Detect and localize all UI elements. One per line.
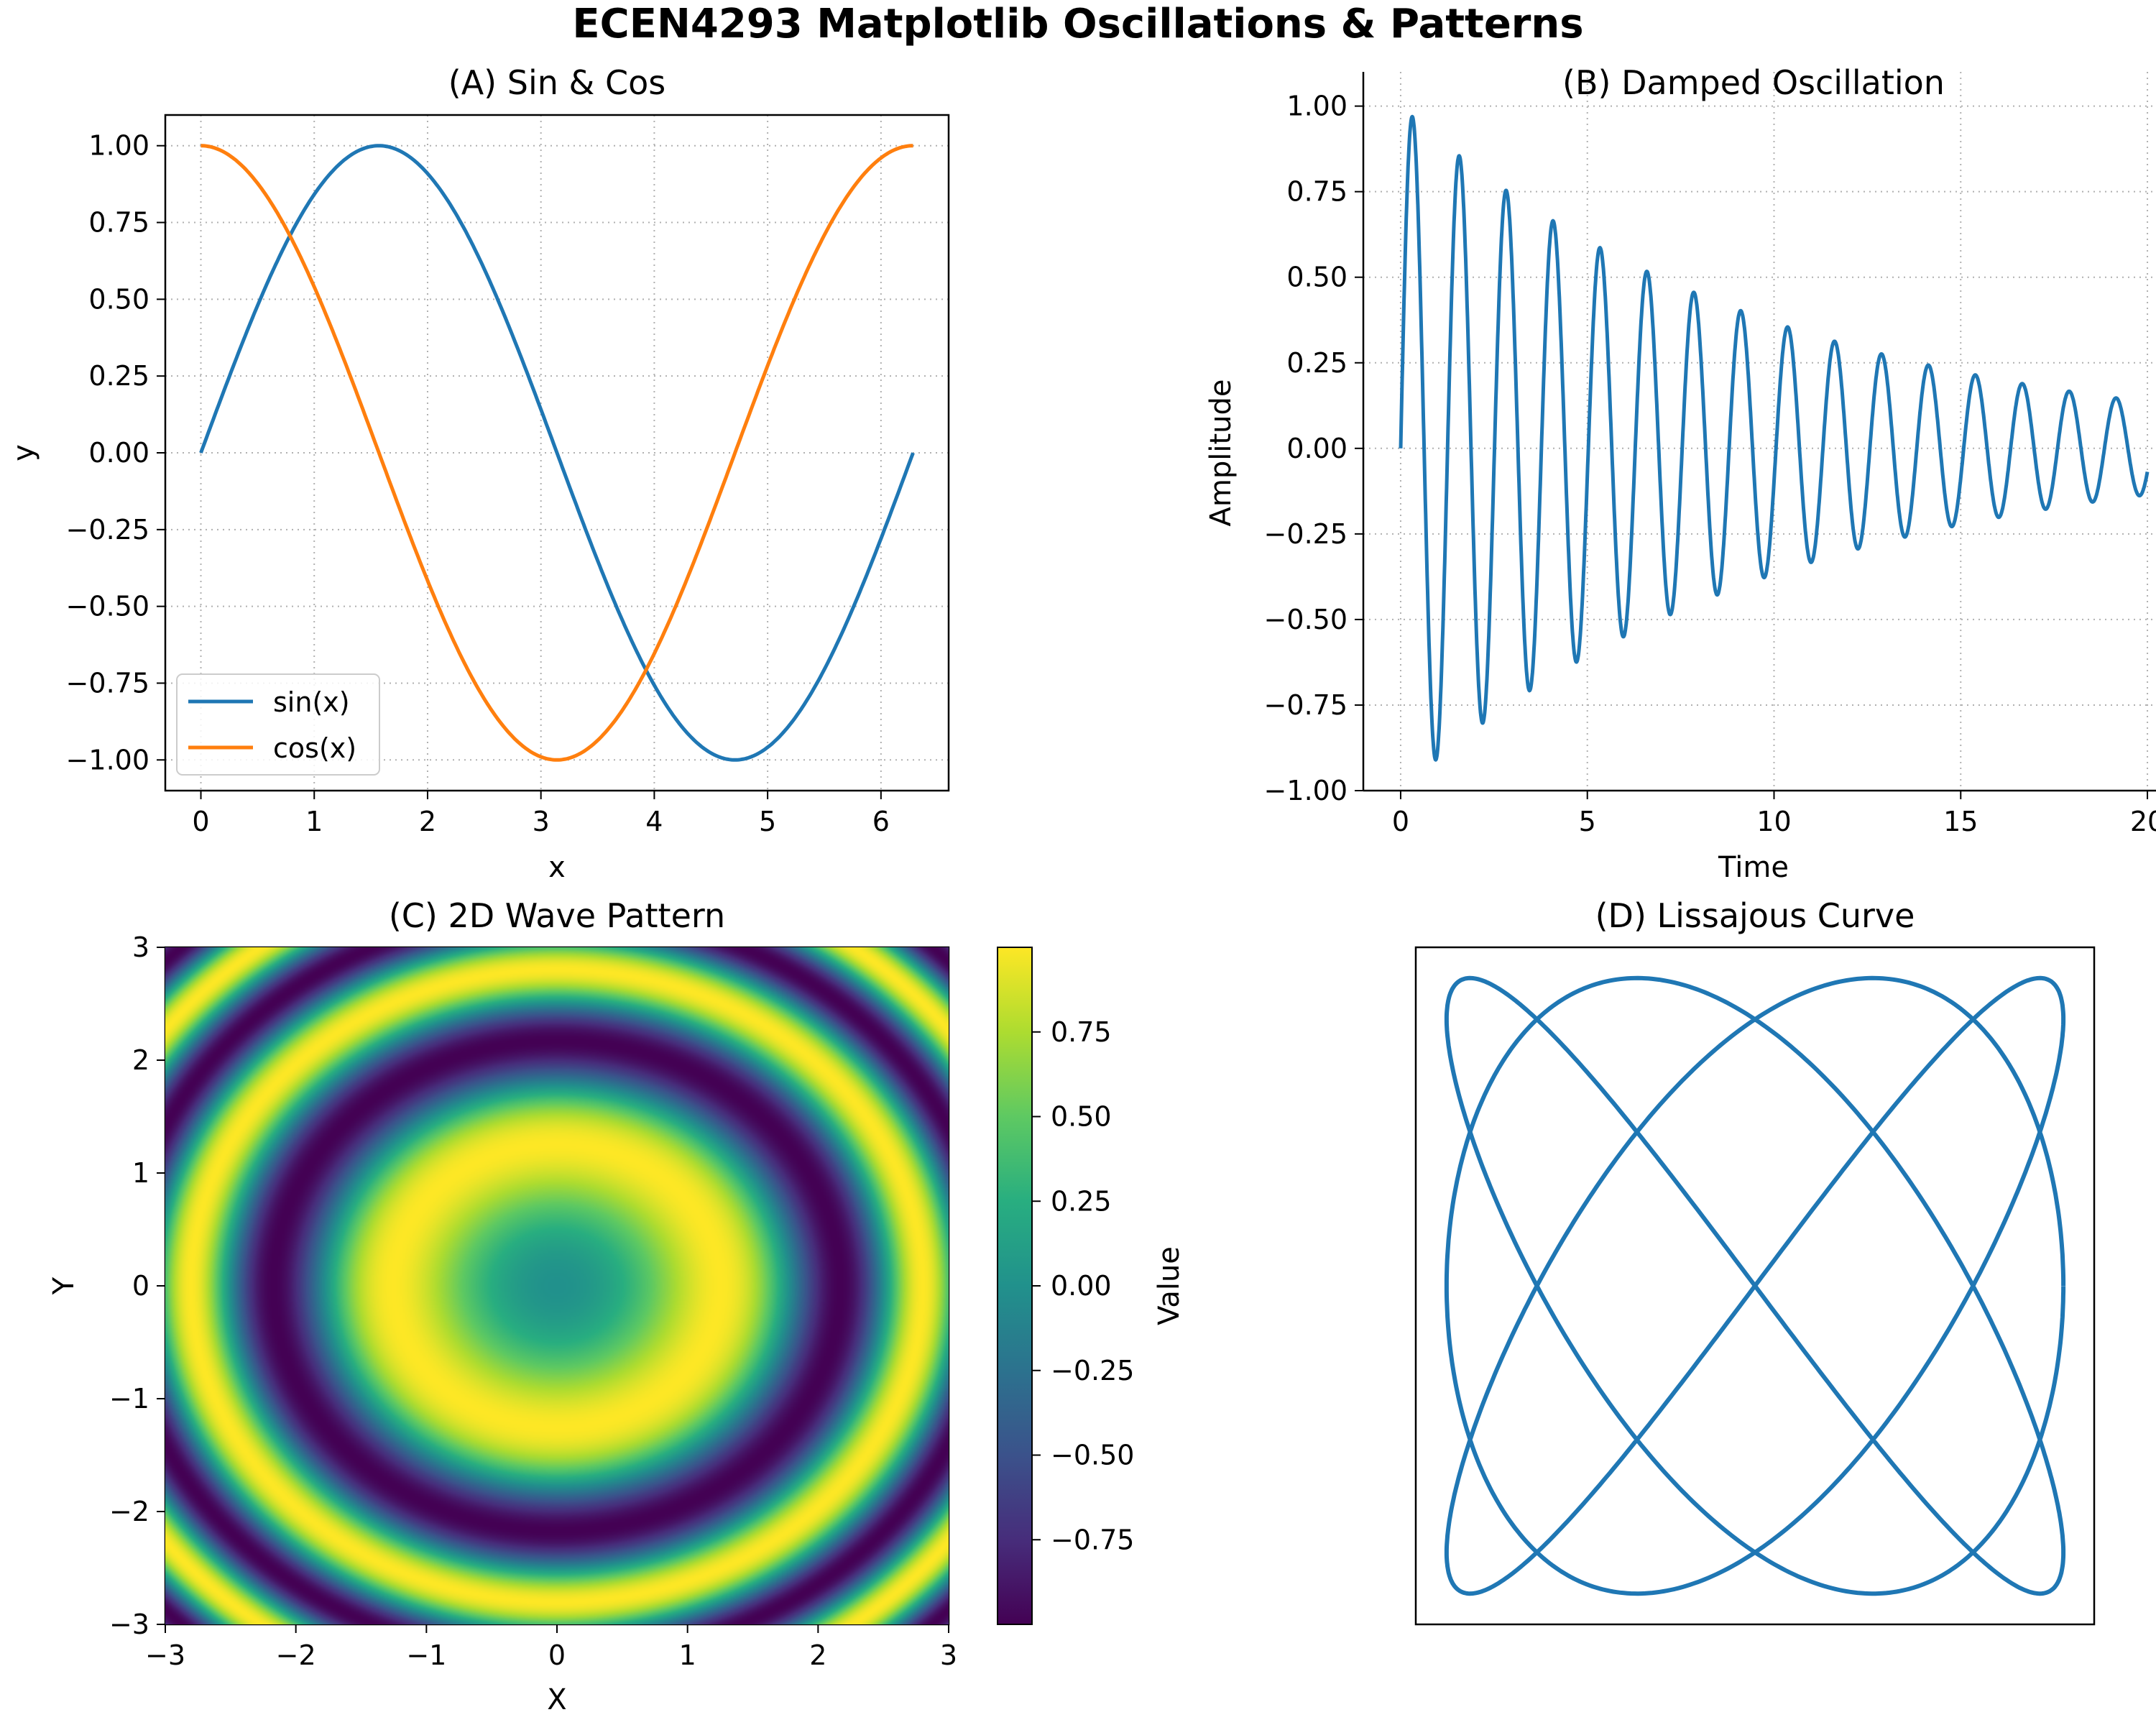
tick-label-y-c: −1 xyxy=(109,1383,149,1414)
ticks-a: 0 1 2 3 4 5 6 1.00 0.75 0.50 0.25 0.00 −0.25 −0.50 −0.… xyxy=(66,130,890,837)
tick-label-y-a: 1.00 xyxy=(88,130,149,162)
tick-label-x-c: −2 xyxy=(276,1639,316,1671)
tick-label-y-c: 3 xyxy=(132,932,149,963)
wave-heatmap-image xyxy=(165,947,949,1624)
tick-label-y-b: −0.50 xyxy=(1264,604,1348,635)
tick-label-y-b: 0.75 xyxy=(1286,176,1348,208)
xlabel-a: x xyxy=(548,851,566,884)
tick-label-x-a: 5 xyxy=(759,806,776,837)
tick-label-y-b: 0.50 xyxy=(1286,262,1348,293)
colorbar-tick-label: −0.50 xyxy=(1051,1440,1134,1471)
tick-label-x-c: 1 xyxy=(679,1639,696,1671)
plot-area-a xyxy=(199,144,915,762)
panel-lissajous: (D) Lissajous Curve xyxy=(1414,896,2096,1626)
colorbar-tick-label: 0.25 xyxy=(1051,1185,1112,1217)
ylabel-a: y xyxy=(7,444,40,461)
tick-label-y-c: −2 xyxy=(109,1496,149,1527)
title-d: (D) Lissajous Curve xyxy=(1595,896,1915,935)
tick-label-y-a: −0.50 xyxy=(66,591,149,622)
ticks-b: 0 5 10 15 20 1.00 0.75 0.50 0.25 0.00 −0.25 −0.50 −0… xyxy=(1264,91,2156,837)
colorbar: 0.75 0.50 0.25 0.00 −0.25 −0.50 −0.75 Value xyxy=(997,947,1186,1625)
colorbar-tick-label: 0.75 xyxy=(1051,1016,1112,1048)
tick-label-x-c: −1 xyxy=(406,1639,446,1671)
axes-frame-d xyxy=(1414,946,2096,1626)
tick-label-y-a: 0.25 xyxy=(88,360,149,392)
line-sin xyxy=(199,144,915,762)
tick-label-x-a: 4 xyxy=(645,806,663,837)
legend-box-a xyxy=(176,673,380,776)
plot-area-b xyxy=(1399,114,2150,762)
title-b: (B) Damped Oscillation xyxy=(1562,63,1945,102)
ylabel-b: Amplitude xyxy=(1204,380,1238,527)
xlabel-b: Time xyxy=(1718,851,1789,884)
colorbar-gradient xyxy=(997,947,1033,1625)
tick-label-x-a: 6 xyxy=(872,806,890,837)
tick-label-y-b: −0.25 xyxy=(1264,518,1348,550)
plot-area-d xyxy=(1444,975,2066,1596)
colorbar-tick-label: −0.25 xyxy=(1051,1355,1134,1386)
tick-label-x-a: 3 xyxy=(533,806,550,837)
tick-label-x-b: 20 xyxy=(2130,806,2156,837)
tick-label-x-c: 2 xyxy=(809,1639,826,1671)
colorbar-tick-label: 0.50 xyxy=(1051,1101,1112,1133)
ylabel-c: Y xyxy=(47,1276,80,1295)
tick-label-y-c: 1 xyxy=(132,1157,149,1189)
tick-label-x-c: 0 xyxy=(548,1639,566,1671)
colorbar-tick-label: 0.00 xyxy=(1051,1270,1112,1302)
figure-title: ECEN4293 Matplotlib Oscillations & Patte… xyxy=(572,1,1583,47)
panel-sin-cos: 0 1 2 3 4 5 6 1.00 0.75 0.50 0.25 0.00 −0.25 −0.50 −0.… xyxy=(7,63,950,884)
tick-label-y-a: −0.25 xyxy=(66,514,149,546)
colorbar-tick-label: −0.75 xyxy=(1051,1524,1134,1555)
tick-label-x-b: 0 xyxy=(1392,806,1409,837)
tick-label-y-c: 0 xyxy=(132,1270,149,1302)
tick-label-y-b: 0.25 xyxy=(1286,347,1348,379)
line-cos xyxy=(201,144,913,762)
ticks-c: −3 −2 −1 0 1 2 3 3 2 1 0 −1 −2 −3 xyxy=(109,932,957,1671)
title-a: (A) Sin & Cos xyxy=(448,63,665,102)
legend-label-sin: sin(x) xyxy=(273,686,350,718)
tick-label-y-b: −1.00 xyxy=(1264,775,1348,806)
tick-label-x-a: 2 xyxy=(419,806,436,837)
line-damped-oscillation xyxy=(1399,114,2150,762)
tick-label-x-c: 3 xyxy=(940,1639,957,1671)
legend-a: sin(x) cos(x) xyxy=(176,673,380,776)
xlabel-c: X xyxy=(547,1683,566,1716)
title-c: (C) 2D Wave Pattern xyxy=(389,896,725,935)
tick-label-y-a: 0.75 xyxy=(88,207,149,239)
tick-label-y-a: −1.00 xyxy=(66,744,149,776)
tick-label-x-a: 0 xyxy=(192,806,209,837)
tick-label-y-c: −3 xyxy=(109,1609,149,1640)
colorbar-label: Value xyxy=(1153,1246,1186,1325)
colorbar-ticks: 0.75 0.50 0.25 0.00 −0.25 −0.50 −0.75 xyxy=(1032,1016,1134,1555)
legend-label-cos: cos(x) xyxy=(273,732,356,764)
tick-label-x-a: 1 xyxy=(305,806,323,837)
tick-label-y-b: −0.75 xyxy=(1264,689,1348,721)
tick-label-x-b: 15 xyxy=(1943,806,1978,837)
tick-label-y-a: 0.00 xyxy=(88,437,149,469)
grid-b xyxy=(1363,72,2156,791)
tick-label-y-a: −0.75 xyxy=(66,667,149,699)
tick-label-y-a: 0.50 xyxy=(88,283,149,315)
tick-label-y-c: 2 xyxy=(132,1044,149,1076)
line-lissajous xyxy=(1444,975,2066,1596)
tick-label-x-c: −3 xyxy=(145,1639,185,1671)
tick-label-x-b: 5 xyxy=(1579,806,1596,837)
tick-label-y-b: 1.00 xyxy=(1286,91,1348,122)
tick-label-y-b: 0.00 xyxy=(1286,433,1348,464)
panel-2d-wave: −3 −2 −1 0 1 2 3 3 2 1 0 −1 −2 −3 (C) 2D Wave Pattern… xyxy=(47,896,1186,1716)
panel-damped-oscillation: 0 5 10 15 20 1.00 0.75 0.50 0.25 0.00 −0.25 −0.50 −0… xyxy=(1204,63,2156,884)
tick-label-x-b: 10 xyxy=(1756,806,1791,837)
